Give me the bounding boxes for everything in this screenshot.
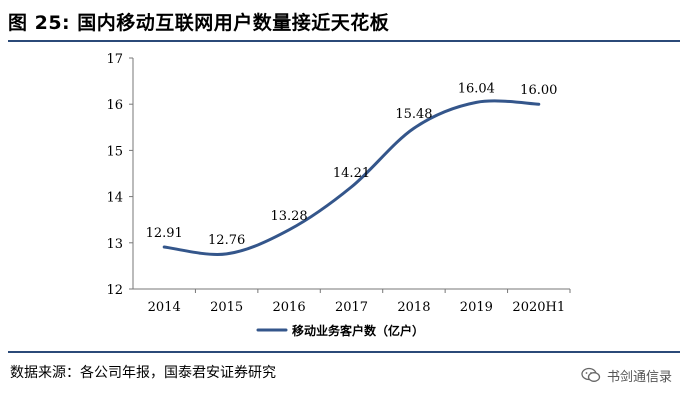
x-tick-label: 2018	[397, 300, 430, 315]
x-tick-label: 2014	[148, 300, 181, 315]
data-label: 15.48	[395, 107, 432, 122]
source-rule	[8, 351, 680, 353]
y-tick-label: 16	[106, 98, 123, 113]
line-chart: 12 13 14 15 16 17 2014 2015 2016 2017 2018 2019 202…	[106, 52, 571, 338]
x-tick-labels: 2014 2015 2016 2017 2018 2019 2020H1	[148, 300, 565, 315]
data-label: 12.91	[146, 226, 183, 241]
wechat-icon	[581, 367, 601, 382]
y-tick-label: 13	[106, 237, 123, 252]
data-label: 12.76	[208, 233, 245, 248]
data-label: 16.04	[458, 81, 495, 96]
data-labels: 12.91 12.76 13.28 14.21 15.48 16.04 16.00	[146, 81, 558, 248]
series-line-group	[162, 99, 541, 256]
x-tick-label: 2019	[460, 300, 493, 315]
data-label: 16.00	[520, 83, 557, 98]
x-tick-label: 2017	[335, 300, 368, 315]
source-note: 数据来源：各公司年报，国泰君安证券研究	[10, 365, 276, 381]
legend: 移动业务客户数（亿户）	[256, 323, 424, 338]
y-tick-labels: 12 13 14 15 16 17	[106, 52, 123, 298]
x-tick-label: 2020H1	[512, 300, 565, 315]
y-tick-label: 14	[106, 191, 123, 206]
x-tick-label: 2015	[210, 300, 243, 315]
legend-label: 移动业务客户数（亿户）	[292, 323, 424, 338]
y-tick-label: 17	[106, 52, 123, 67]
chart-axes	[129, 57, 571, 293]
figure-title: 图 25: 国内移动互联网用户数量接近天花板	[8, 12, 390, 34]
title-rule	[8, 40, 680, 42]
x-tick-label: 2016	[273, 300, 306, 315]
y-tick-label: 15	[106, 144, 123, 159]
watermark-text: 书剑通信录	[606, 369, 672, 385]
data-label: 13.28	[270, 209, 307, 224]
data-label: 14.21	[333, 166, 370, 181]
y-tick-label: 12	[106, 283, 123, 298]
watermark: 书剑通信录	[581, 364, 672, 386]
